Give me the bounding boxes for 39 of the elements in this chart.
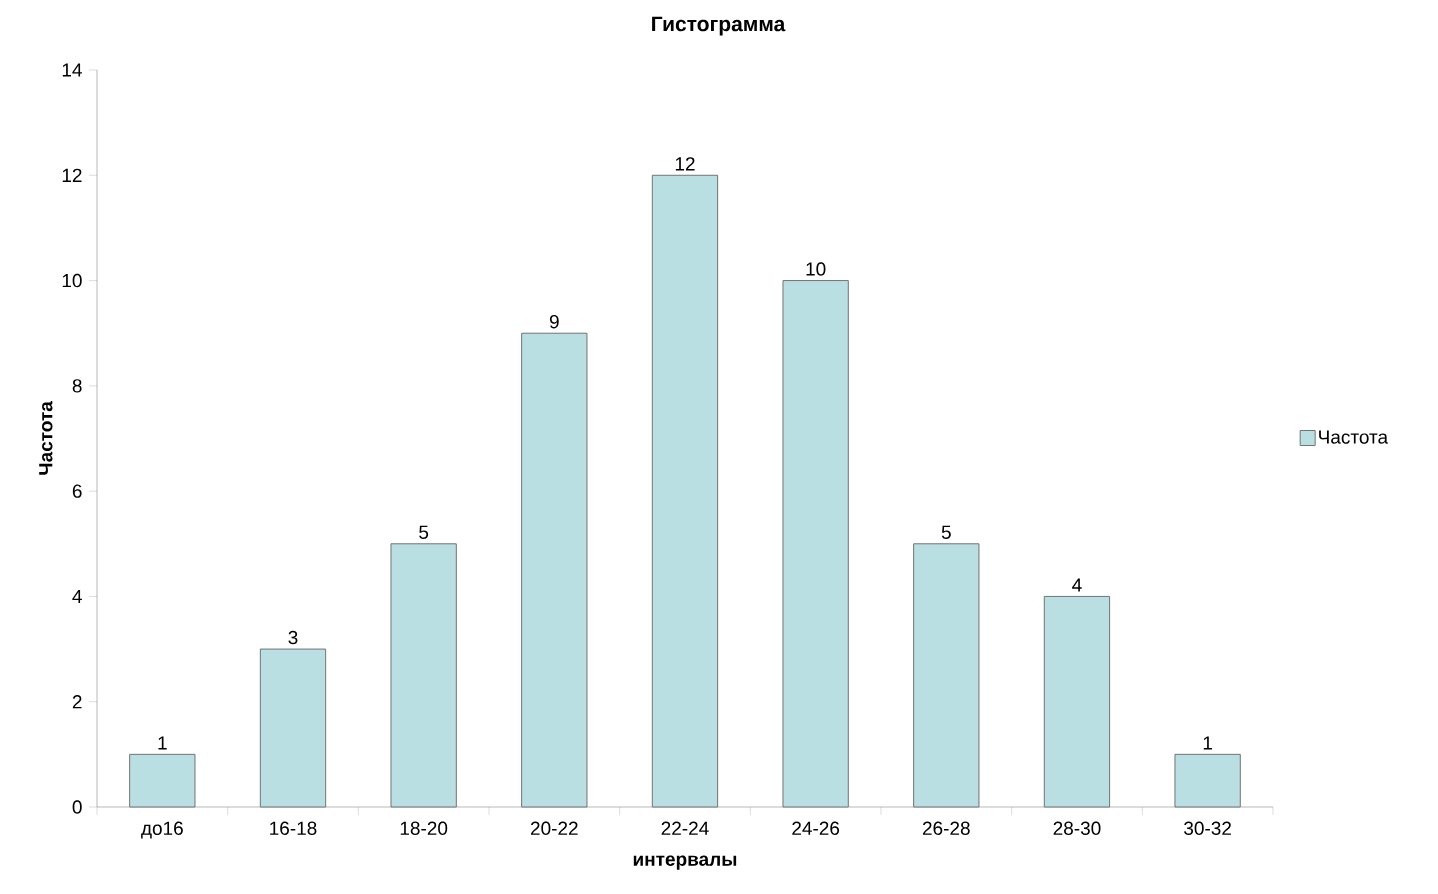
legend-label: Частота [1319,430,1389,444]
y-tick-label: 14 [62,63,82,77]
bar [1174,753,1241,808]
data-label: 5 [941,525,951,539]
data-label: 5 [419,525,429,539]
x-tick-label: 30-32 [1184,821,1231,835]
data-label: 3 [288,630,298,645]
y-tick-label: 8 [72,379,82,393]
x-tick-label: 24-26 [792,821,840,835]
data-label: 1 [1203,736,1212,750]
x-tick-label: до16 [141,821,183,839]
y-tick-label: 0 [72,800,82,814]
bar [259,648,327,808]
x-tick-label: 18-20 [400,821,448,835]
y-tick-label: 10 [62,273,82,288]
y-tick-label: 12 [62,168,82,182]
bar [651,174,719,808]
bar [390,543,457,808]
x-tick-label: 20-22 [530,821,578,835]
x-tick-label: 16-18 [270,821,317,835]
x-tick-label: 22-24 [661,821,709,835]
y-tick-label: 6 [72,484,82,498]
bar [521,332,588,808]
data-label: 9 [549,314,559,329]
data-label: 4 [1072,578,1082,592]
y-tick-label: 4 [72,589,82,603]
y-axis-title: Частота [39,401,53,475]
x-axis-title: интервалы [633,855,737,870]
bar [1043,595,1111,808]
bar [913,543,980,808]
bar [782,280,849,808]
x-tick-label: 26-28 [922,821,970,835]
y-tick-label: 2 [72,695,82,709]
chart-title: Гистограмма [652,16,786,36]
x-tick-label: 28-30 [1053,821,1101,835]
data-label: 12 [675,157,695,171]
data-label: 10 [806,262,826,276]
bar [129,753,196,808]
data-label: 1 [158,736,167,750]
